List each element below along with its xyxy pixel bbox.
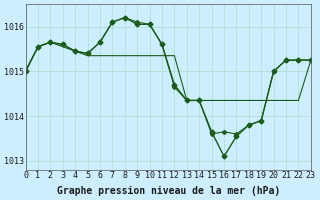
X-axis label: Graphe pression niveau de la mer (hPa): Graphe pression niveau de la mer (hPa) [57,186,280,196]
